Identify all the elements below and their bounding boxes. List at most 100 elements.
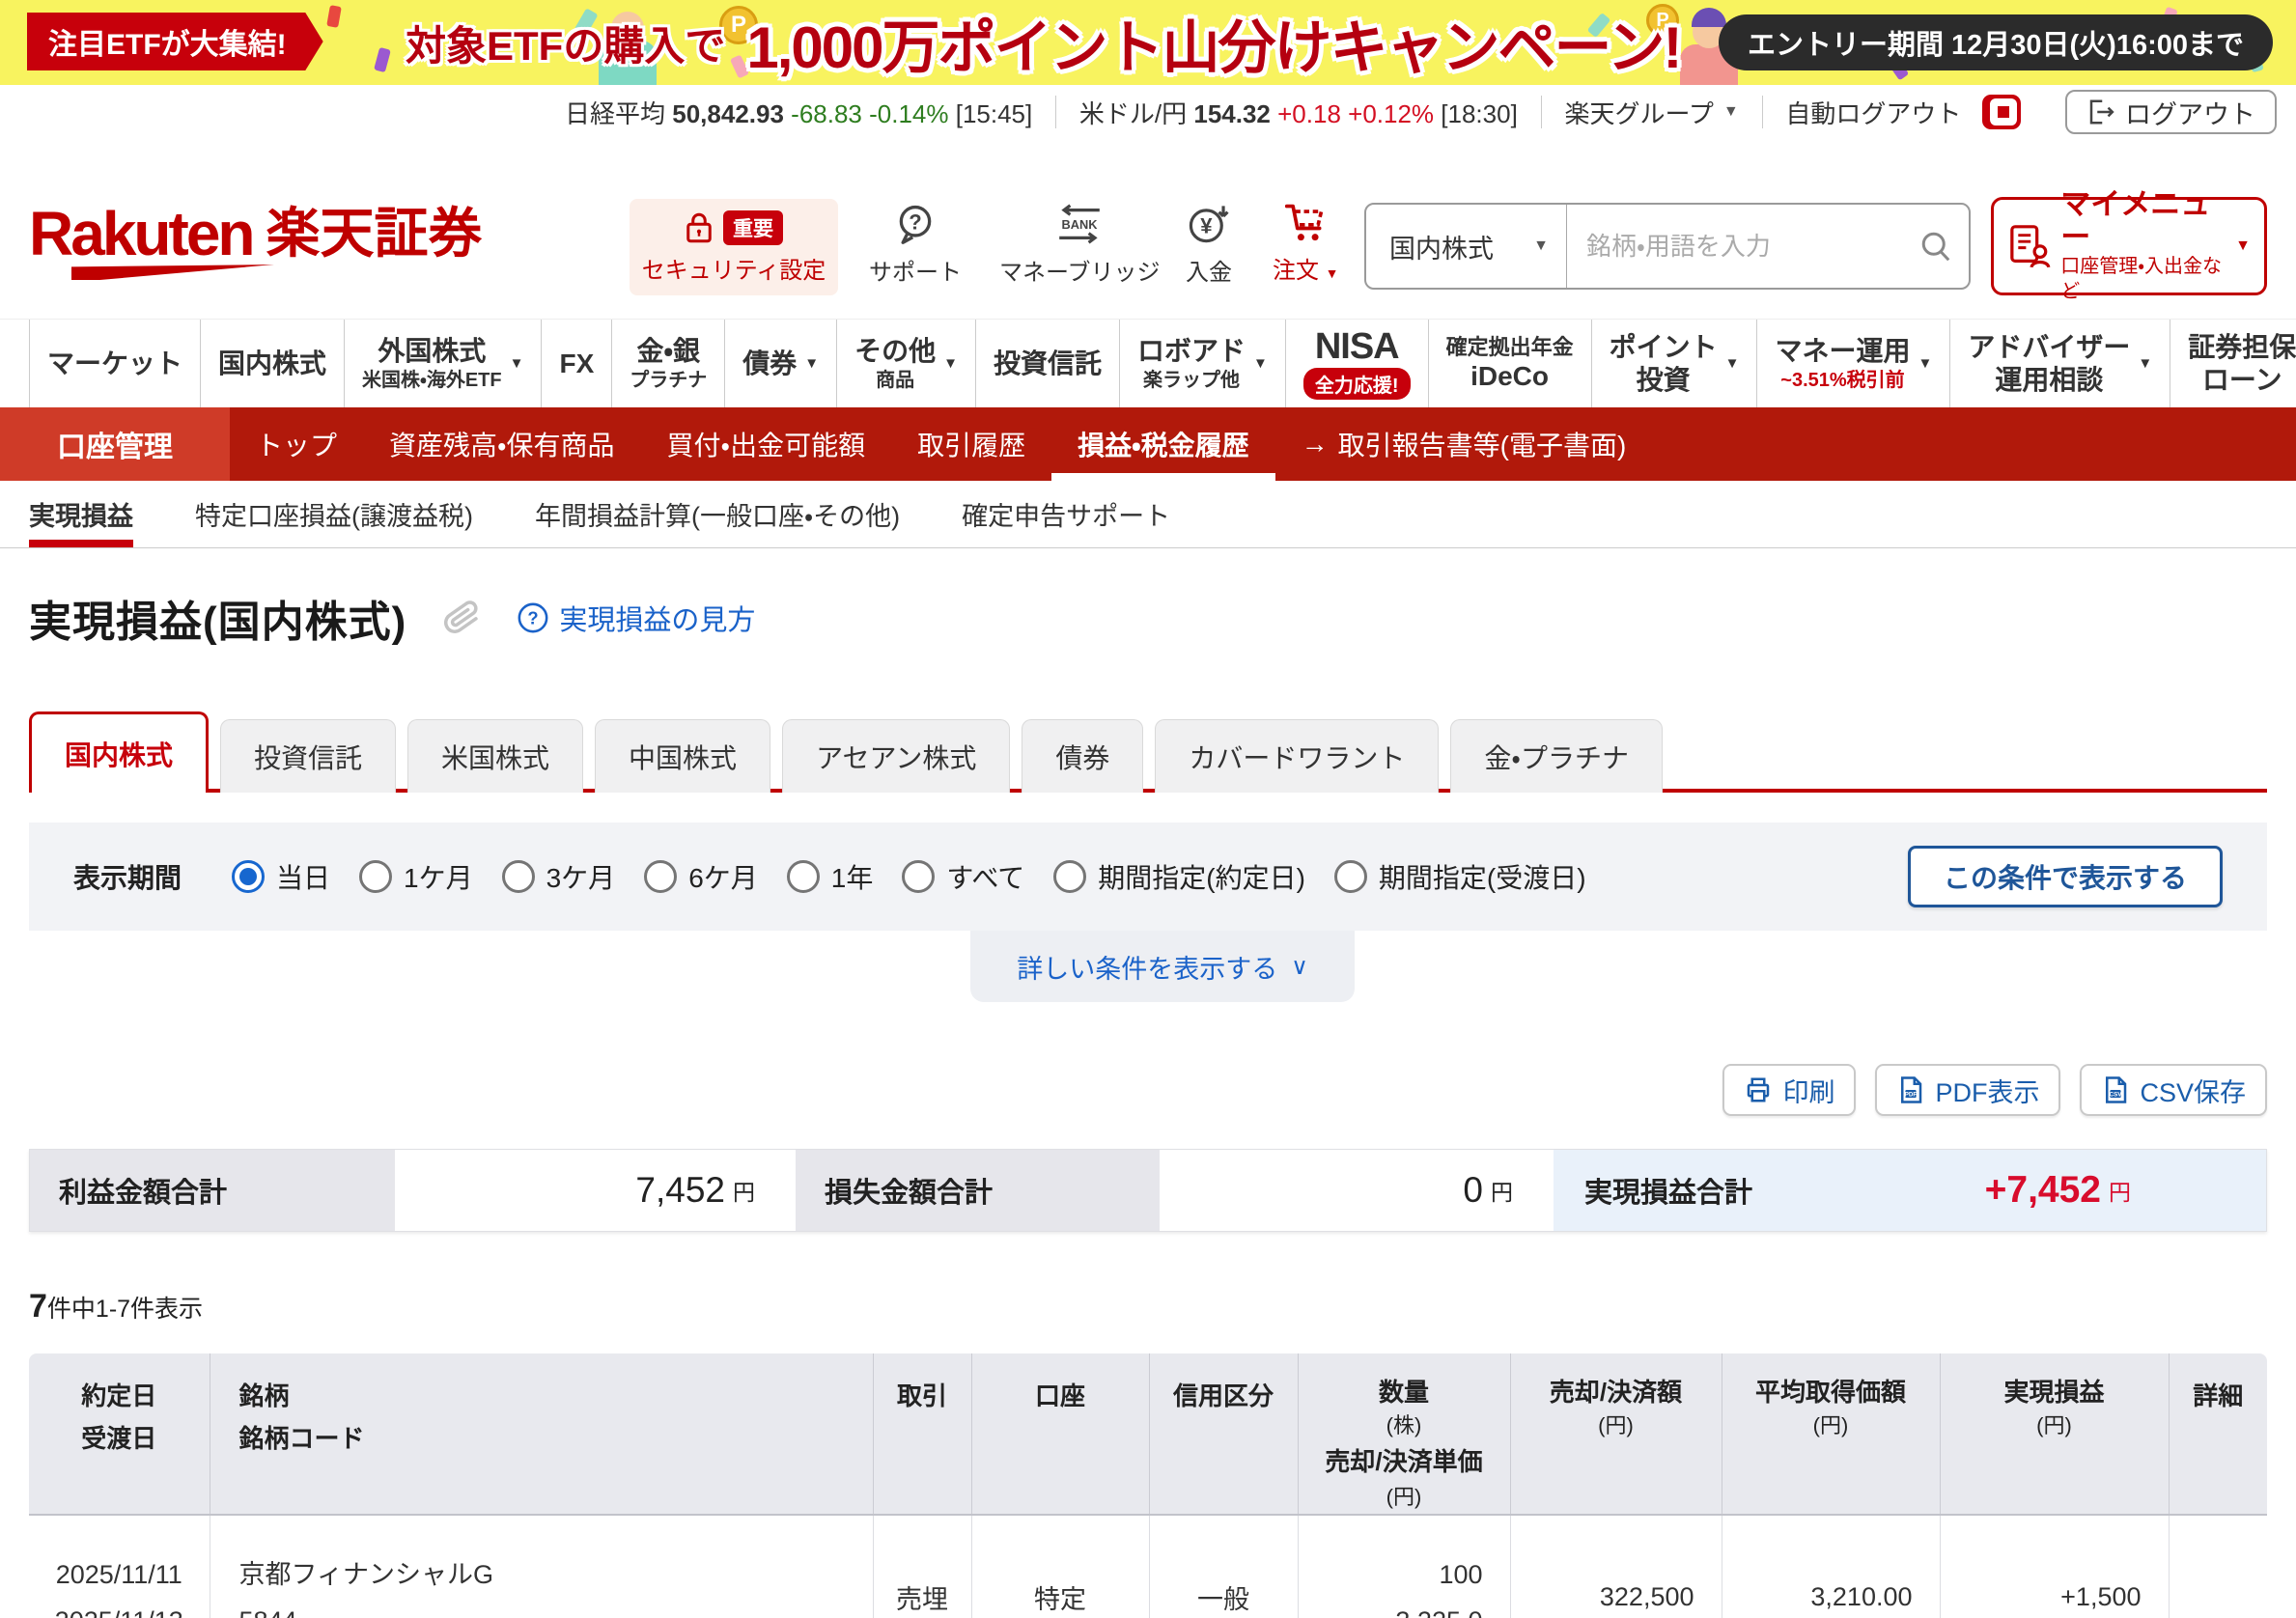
radio-icon [1333,860,1367,893]
nav-point-investment[interactable]: ポイント 投資 ▼ [1590,320,1757,407]
cell-symbol[interactable]: 京都フィナンシャルG5844 [210,1514,874,1618]
radio-range-settle-date[interactable]: 期間指定(受渡日) [1333,857,1586,896]
chevron-down-icon: ▼ [943,355,958,372]
account-nav-reports[interactable]: → 取引報告書等(電子書面) [1301,429,1627,460]
col-account: 口座 [971,1353,1150,1515]
nav-money-management[interactable]: マネー運用 ~3.51%税引前 ▼ [1756,320,1949,407]
deposit-button[interactable]: ¥ 入金 [1186,203,1232,287]
person-illustration [1692,8,1726,27]
svg-text:?: ? [909,210,921,235]
nav-gold-platinum[interactable]: 金・銀 プラチナ [611,320,724,407]
tab-china-stock[interactable]: 中国株式 [595,719,771,793]
nav-roboad[interactable]: ロボアド 楽ラップ他 ▼ [1119,320,1285,407]
realized-pl-total-label: 実現損益合計 [1584,1178,1753,1209]
nav-foreign-stock[interactable]: 外国株式 米国株・海外ETF ▼ [344,320,541,407]
search-input[interactable] [1567,231,1918,262]
nav-securities-loan[interactable]: 証券担保 ローン [2170,320,2296,407]
cell-realized-pl: +1,500 [1940,1514,2170,1618]
nav-bonds[interactable]: 債券 ▼ [724,320,836,407]
radio-6months[interactable]: 6ケ月 [644,857,758,896]
search-icon[interactable] [1918,229,1969,264]
account-nav-balance[interactable]: 資産残高・保有商品 [389,431,615,460]
chevron-down-icon: ▼ [1533,237,1549,254]
radio-all[interactable]: すべて [902,857,1024,896]
nav-domestic-stock[interactable]: 国内株式 [200,320,344,407]
radio-icon [786,860,820,893]
banner-headline: 対象ETFの購入で 1,000万ポイント山分けキャンペーン! [406,0,1682,85]
mymenu-button[interactable]: マイメニュー 口座管理・入出金など ▼ [1991,188,2267,302]
banner-lead-text: 対象ETFの購入で [406,22,726,69]
nav-market[interactable]: マーケット [29,320,200,407]
cell-detail[interactable] [2169,1514,2267,1618]
order-button[interactable]: 注文 ▼ [1273,203,1339,285]
tab-covered-warrant[interactable]: カバードワラント [1155,719,1440,793]
page-title: 実現損益(国内株式) [29,599,407,646]
usdjpy-quote: 米ドル/円 154.32 +0.18 +0.12% [18:30] [1078,98,1518,128]
symbol-search: 国内株式 ▼ [1364,203,1971,290]
radio-today[interactable]: 当日 [232,857,330,896]
cell-trade: 売埋 [873,1514,972,1618]
tab-mutual-funds[interactable]: 投資信託 [220,719,397,793]
nav-mutual-funds[interactable]: 投資信託 [975,320,1119,407]
deposit-yen-icon: ¥ [1189,206,1229,243]
show-more-conditions-link[interactable]: 詳しい条件を表示する ∨ [970,931,1355,1002]
rakuten-group-menu[interactable]: 楽天グループ ▼ [1564,98,1739,128]
account-nav-pl-tax-history[interactable]: 損益・税金履歴 [1051,407,1275,481]
nav-advisor[interactable]: アドバイザー 運用相談 ▼ [1949,320,2170,407]
support-icon: ? [899,205,932,244]
tab-gold-platinum[interactable]: 金・プラチナ [1450,719,1663,793]
cell-margin-type: 一般 [1149,1514,1299,1618]
nav-other-products[interactable]: その他 商品 ▼ [836,320,975,407]
auto-logout-toggle[interactable] [1982,95,2021,129]
tab-us-stock[interactable]: 米国株式 [407,719,584,793]
col-symbol: 銘柄 銘柄コード [210,1353,874,1515]
logo-swoosh [71,265,274,280]
security-settings-button[interactable]: 重要 セキュリティ設定 [630,199,838,295]
subnav-tax-return-support[interactable]: 確定申告サポート [962,502,1171,531]
period-filter: 表示期間 当日 1ケ月 3ケ月 6ケ月 1年 すべて 期間指定(約定日) 期間指… [29,823,2267,931]
rakuten-securities-logo[interactable]: Rakuten 楽天証券 [29,203,483,280]
print-button[interactable]: 印刷 [1722,1064,1857,1116]
tab-domestic-stock[interactable]: 国内株式 [29,711,210,793]
paperclip-icon [444,600,479,633]
radio-1year[interactable]: 1年 [786,857,873,896]
account-nav-top[interactable]: トップ [256,431,338,460]
account-nav: 口座管理 トップ 資産残高・保有商品 買付・出金可能額 取引履歴 損益・税金履歴… [0,407,2296,481]
subnav-realized-pl[interactable]: 実現損益 [29,481,133,547]
account-nav-home[interactable]: 口座管理 [0,407,230,481]
pdf-view-button[interactable]: PDF PDF表示 [1875,1064,2061,1116]
nav-ideco[interactable]: 確定拠出年金 iDeCo [1427,320,1591,407]
campaign-banner[interactable]: P P 注目ETFが大集結! 対象ETFの購入で 1,000万ポイント山分けキャ… [0,0,2296,85]
radio-range-trade-date[interactable]: 期間指定(約定日) [1053,857,1305,896]
radio-1month[interactable]: 1ケ月 [359,857,473,896]
divider [1540,96,1542,128]
radio-3months[interactable]: 3ケ月 [501,857,615,896]
subnav-annual-pl[interactable]: 年間損益計算(一般口座・その他) [534,502,901,531]
apply-filter-button[interactable]: この条件で表示する [1907,846,2223,907]
nav-fx[interactable]: FX [541,320,611,407]
banner-deadline: エントリー期間 12月30日(火)16:00まで [1718,14,2273,70]
nav-nisa[interactable]: NISA 全力応援! [1284,320,1428,407]
printer-icon [1748,1077,1770,1102]
col-realized-pl: 実現損益 (円) [1940,1353,2170,1515]
col-detail: 詳細 [2169,1353,2267,1515]
person-illustration [599,41,657,85]
moneybridge-button[interactable]: BANK マネーブリッジ [999,203,1161,287]
tab-bonds[interactable]: 債券 [1022,719,1144,793]
subnav-specific-account-pl[interactable]: 特定口座損益(譲渡益税) [195,502,473,531]
search-category-select[interactable]: 国内株式 ▼ [1366,205,1567,288]
lock-icon [686,212,712,242]
csv-save-button[interactable]: CSV CSV保存 [2080,1064,2267,1116]
tab-asean-stock[interactable]: アセアン株式 [782,719,1011,793]
realized-pl-help-link[interactable]: ? 実現損益の見方 [517,598,755,638]
account-nav-trade-history[interactable]: 取引履歴 [917,431,1026,460]
support-button[interactable]: ? サポート [869,203,962,287]
logout-button[interactable]: ログアウト [2064,90,2277,134]
radio-icon [359,860,393,893]
point-coin-icon: P [1646,4,1679,37]
logo-text-jp: 楽天証券 [266,203,483,264]
logo-text-en: Rakuten [29,199,255,268]
account-nav-buying-power[interactable]: 買付・出金可能額 [666,431,866,460]
